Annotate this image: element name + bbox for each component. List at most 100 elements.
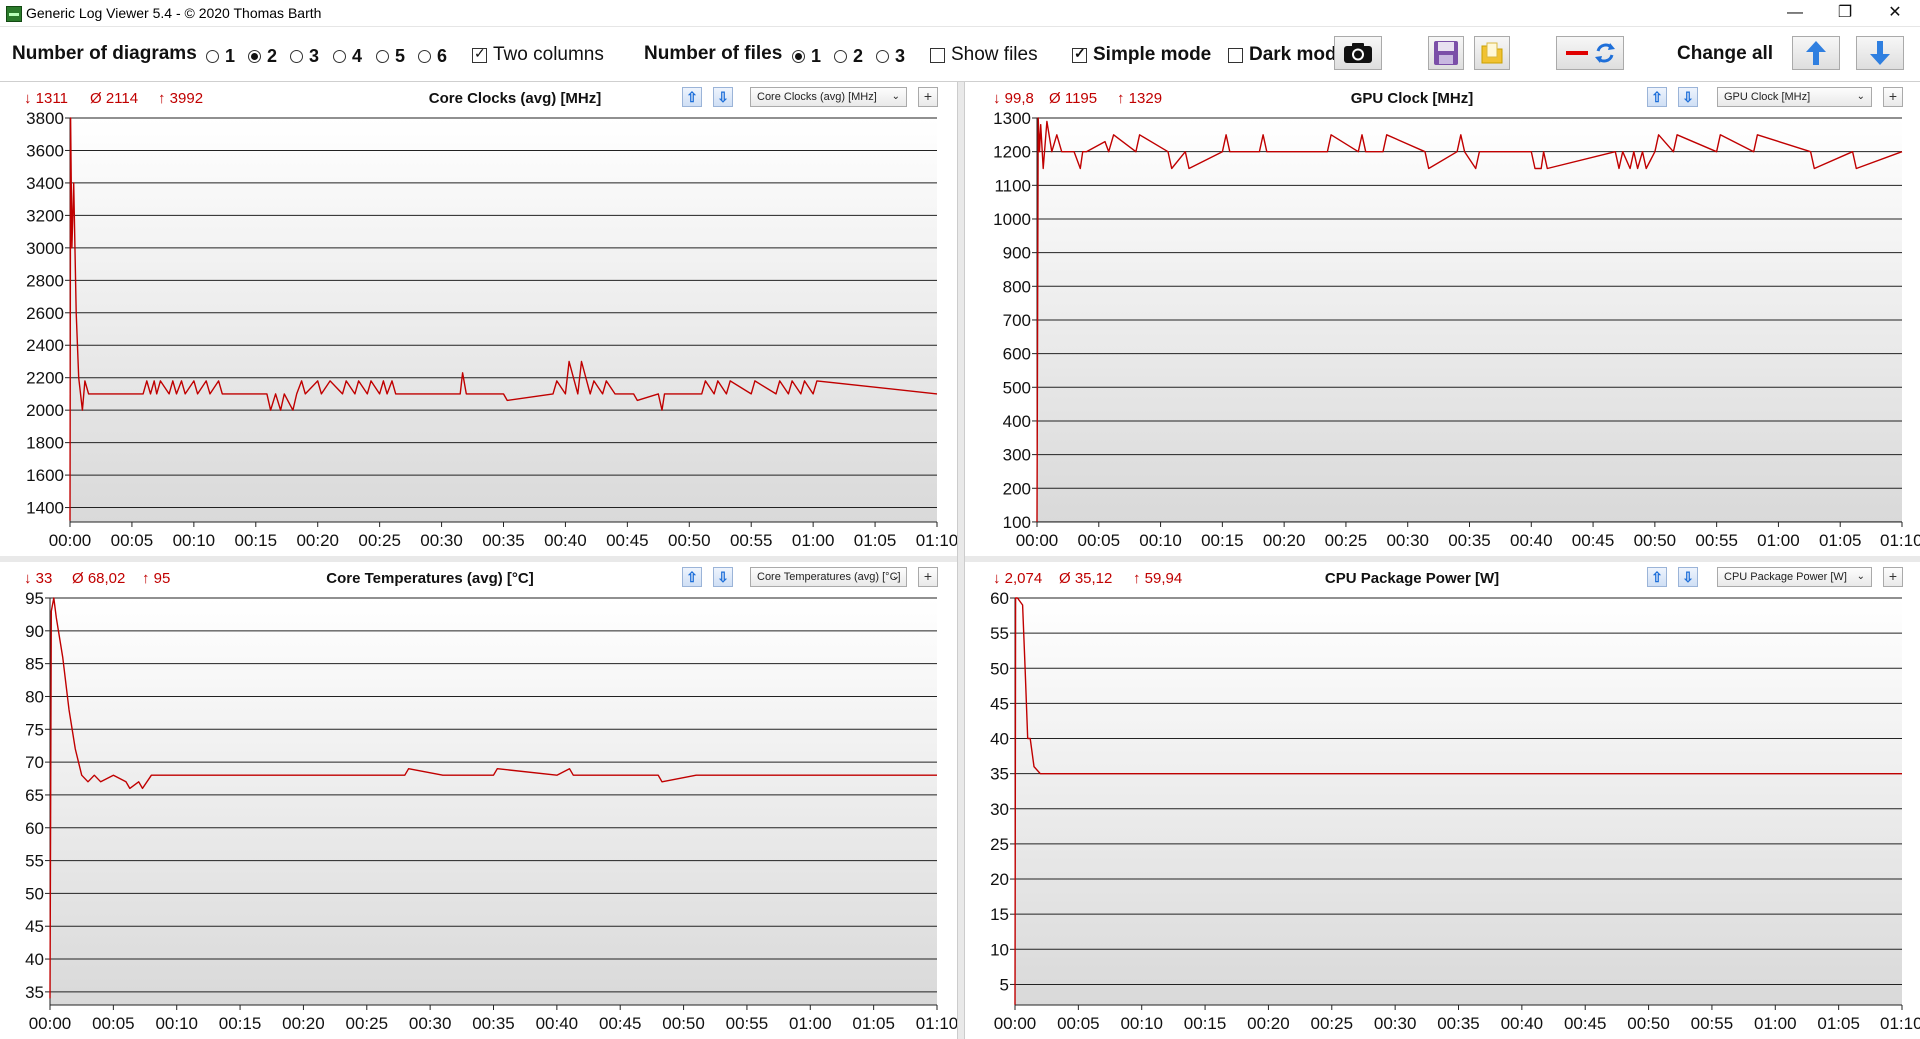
x-tick-label: 00:10 [1139, 531, 1182, 550]
dark-mode-checkbox[interactable]: Dark mod [1228, 44, 1337, 66]
move-down-icon[interactable]: ⇩ [713, 567, 733, 587]
files-radio-2[interactable]: 2 [834, 46, 863, 67]
x-tick-label: 00:05 [1057, 1014, 1100, 1033]
y-tick-label: 400 [1003, 412, 1031, 431]
show-files-checkbox[interactable]: Show files [930, 44, 1038, 66]
diagrams-radio-3[interactable]: 3 [290, 46, 319, 67]
simple-mode-checkbox[interactable]: Simple mode [1072, 44, 1211, 66]
x-tick-label: 01:05 [854, 531, 897, 550]
move-up-icon[interactable]: ⇧ [1647, 87, 1667, 107]
chart-panel-core-temperatures: ↓ 33 Ø 68,02 ↑ 95 Core Temperatures (avg) [… [0, 564, 957, 1039]
simple-mode-box[interactable] [1072, 45, 1087, 63]
y-tick-label: 65 [25, 786, 44, 805]
files-radio-1[interactable]: 1 [792, 46, 821, 67]
x-tick-label: 00:55 [730, 531, 773, 550]
sensor-select[interactable]: Core Temperatures (avg) [°C] ⌄ [750, 567, 907, 587]
x-tick-label: 00:55 [726, 1014, 769, 1033]
move-down-icon[interactable]: ⇩ [1678, 567, 1698, 587]
screenshot-button[interactable] [1334, 36, 1382, 70]
change-all-down-button[interactable] [1856, 36, 1904, 70]
chart-title: CPU Package Power [W] [1324, 570, 1500, 587]
radio-dot[interactable] [376, 50, 389, 63]
x-tick-label: 01:10 [916, 1014, 957, 1033]
y-tick-label: 2200 [26, 369, 64, 388]
diagrams-radio-5[interactable]: 5 [376, 46, 405, 67]
sensor-select[interactable]: GPU Clock [MHz] ⌄ [1717, 87, 1872, 107]
stat-avg: Ø 1195 [1049, 90, 1098, 107]
radio-dot[interactable] [290, 50, 303, 63]
y-tick-label: 1600 [26, 466, 64, 485]
radio-dot[interactable] [876, 50, 889, 63]
show-files-box[interactable] [930, 47, 945, 63]
radio-dot[interactable] [333, 50, 346, 63]
camera-icon [1344, 43, 1372, 63]
x-tick-label: 01:05 [852, 1014, 895, 1033]
red-line-icon [1566, 51, 1588, 55]
sensor-select[interactable]: CPU Package Power [W] ⌄ [1717, 567, 1872, 587]
stat-min: ↓ 1311 [24, 90, 68, 107]
panel-header: ↓ 33 Ø 68,02 ↑ 95 Core Temperatures (avg) [… [0, 564, 957, 592]
y-tick-label: 600 [1003, 345, 1031, 364]
move-up-icon[interactable]: ⇧ [682, 567, 702, 587]
change-all-up-button[interactable] [1792, 36, 1840, 70]
app-icon [6, 6, 22, 22]
toolbar: Number of diagrams 1 2 3 4 5 6 Two columns Nu… [0, 27, 1920, 82]
two-columns-checkbox[interactable]: Two columns [472, 44, 604, 66]
close-button[interactable]: ✕ [1888, 4, 1902, 21]
dark-mode-box[interactable] [1228, 47, 1243, 63]
chevron-down-icon: ⌄ [891, 91, 900, 102]
stat-max: ↑ 59,94 [1133, 570, 1183, 587]
y-tick-label: 200 [1003, 479, 1031, 498]
radio-dot[interactable] [834, 50, 847, 63]
diagrams-radio-1[interactable]: 1 [206, 46, 235, 67]
radio-dot[interactable] [792, 50, 805, 63]
add-series-button[interactable]: + [1883, 87, 1903, 107]
series-line [1036, 117, 1903, 522]
diagrams-radio-4[interactable]: 4 [333, 46, 362, 67]
horizontal-splitter-left[interactable] [0, 556, 957, 562]
x-tick-label: 00:05 [111, 531, 154, 550]
two-columns-box[interactable] [472, 45, 487, 63]
add-series-button[interactable]: + [918, 87, 938, 107]
x-tick-label: 00:40 [1501, 1014, 1544, 1033]
radio-label: 6 [437, 46, 448, 66]
line-chart: 5 10 15 20 25 30 35 40 45 50 55 60 00:00 00:05 00:10 00… [990, 592, 1920, 1033]
vertical-splitter[interactable] [957, 82, 965, 1039]
add-series-button[interactable]: + [1883, 567, 1903, 587]
panel-header: ↓ 1311 Ø 2114 ↑ 3992 Core Clocks (avg) [MHz… [0, 84, 957, 112]
diagrams-radio-6[interactable]: 6 [418, 46, 447, 67]
radio-label: 1 [811, 46, 822, 66]
files-radio-3[interactable]: 3 [876, 46, 905, 67]
panel-header: ↓ 99,8 Ø 1195 ↑ 1329 GPU Clock [MHz] ⇧ ⇩ GPU C… [965, 84, 1920, 112]
restore-button[interactable]: ❐ [1837, 4, 1853, 21]
sensor-select[interactable]: Core Clocks (avg) [MHz] ⌄ [750, 87, 907, 107]
move-up-icon[interactable]: ⇧ [682, 87, 702, 107]
y-tick-label: 2600 [26, 304, 64, 323]
move-down-icon[interactable]: ⇩ [713, 87, 733, 107]
y-tick-label: 1300 [993, 112, 1031, 128]
x-tick-label: 01:00 [1757, 531, 1800, 550]
chart-title: GPU Clock [MHz] [1350, 90, 1474, 107]
stat-avg: Ø 2114 [90, 90, 139, 107]
save-button[interactable] [1428, 36, 1464, 70]
x-tick-label: 00:10 [173, 531, 216, 550]
move-down-icon[interactable]: ⇩ [1678, 87, 1698, 107]
diagrams-radio-2[interactable]: 2 [248, 46, 277, 67]
stat-avg: Ø 35,12 [1059, 570, 1113, 587]
x-tick-label: 00:15 [219, 1014, 262, 1033]
radio-dot[interactable] [206, 50, 219, 63]
minimize-button[interactable]: — [1787, 4, 1803, 21]
x-tick-label: 01:00 [789, 1014, 832, 1033]
stat-max: ↑ 1329 [1117, 90, 1163, 107]
move-up-icon[interactable]: ⇧ [1647, 567, 1667, 587]
y-tick-label: 1400 [26, 499, 64, 518]
add-series-button[interactable]: + [918, 567, 938, 587]
y-tick-label: 900 [1003, 244, 1031, 263]
line-color-refresh-button[interactable] [1556, 36, 1624, 70]
open-folder-button[interactable] [1474, 36, 1510, 70]
radio-dot[interactable] [248, 50, 261, 63]
radio-dot[interactable] [418, 50, 431, 63]
horizontal-splitter-right[interactable] [965, 556, 1920, 562]
y-tick-label: 500 [1003, 378, 1031, 397]
y-tick-label: 2000 [26, 401, 64, 420]
